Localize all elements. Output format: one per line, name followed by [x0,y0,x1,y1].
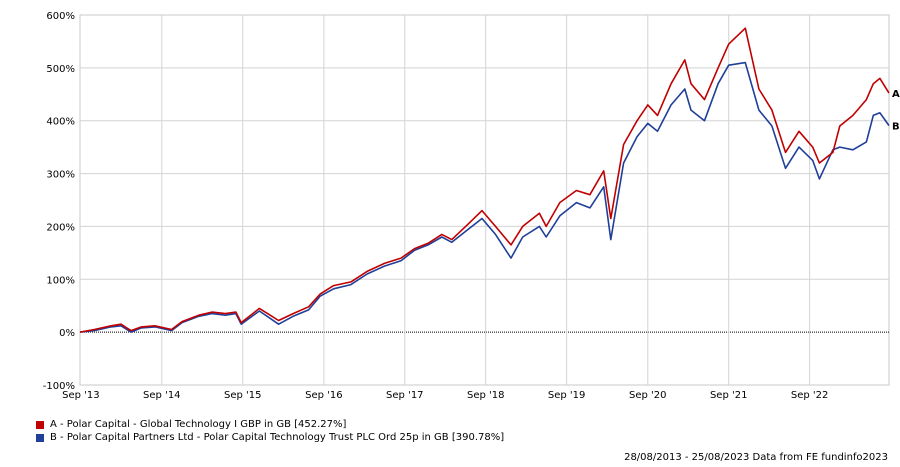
series-line-b [79,61,890,333]
series-end-labels: AB [892,89,900,133]
x-tick-label: Sep '19 [548,390,586,401]
end-label-a: A [892,89,900,100]
x-tick-label: Sep '16 [305,390,343,401]
x-axis: Sep '13 Sep '14 Sep '15 Sep '16 Sep '17 Sep '… [62,390,828,401]
legend-entry-b: B - Polar Capital Partners Ltd - Polar C… [36,431,504,444]
legend-entry-a: A - Polar Capital - Global Technology I … [36,418,504,431]
y-tick-label: 0% [59,328,75,339]
y-tick-label: -100% [43,381,75,392]
y-axis: 600% 500% 400% 300% 200% 100% 0% -100% [43,11,75,392]
legend-label-b: B - Polar Capital Partners Ltd - Polar C… [50,432,505,443]
y-tick-label: 100% [46,275,75,286]
x-tick-label: Sep '14 [143,390,181,401]
chart-series [79,27,890,333]
plot-frame [79,14,890,386]
end-label-b: B [892,122,900,133]
x-tick-label: Sep '21 [710,390,748,401]
legend-swatch-b [36,433,44,442]
chart-legend: A - Polar Capital - Global Technology I … [36,418,504,444]
y-tick-label: 500% [46,64,75,75]
chart-footer: 28/08/2013 - 25/08/2023 Data from FE fun… [624,452,888,463]
y-tick-label: 600% [46,11,75,22]
x-tick-label: Sep '13 [62,390,100,401]
chart-grid [79,14,890,386]
x-tick-label: Sep '20 [629,390,667,401]
x-tick-label: Sep '15 [224,390,262,401]
legend-label-a: A - Polar Capital - Global Technology I … [50,419,347,430]
legend-swatch-a [36,420,44,429]
x-tick-label: Sep '18 [467,390,505,401]
y-tick-label: 400% [46,117,75,128]
y-tick-label: 300% [46,170,75,181]
y-tick-label: 200% [46,222,75,233]
series-line-a [79,27,890,333]
x-tick-label: Sep '22 [791,390,829,401]
x-tick-label: Sep '17 [386,390,424,401]
